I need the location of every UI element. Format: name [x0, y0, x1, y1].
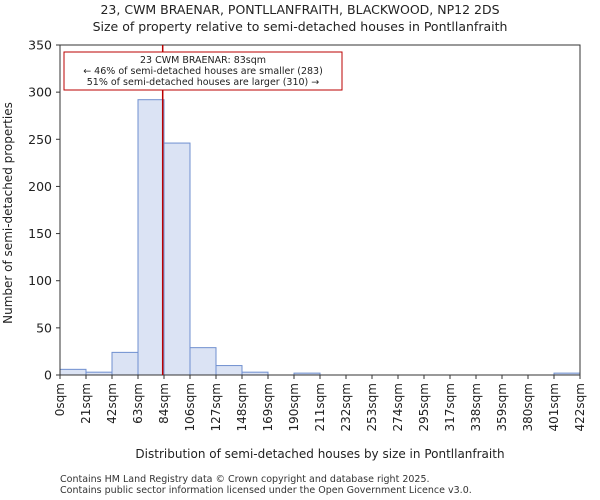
bar-63sqm [137, 99, 165, 376]
x-tick-label-190sqm: 190sqm [287, 383, 301, 431]
x-tick-label-211sqm: 211sqm [313, 383, 327, 431]
x-tick-label-63sqm: 63sqm [131, 383, 145, 424]
y-axis-label: Number of semi-detached properties [1, 102, 15, 324]
x-tick-label-148sqm: 148sqm [235, 383, 249, 431]
x-tick-label-359sqm: 359sqm [495, 383, 509, 431]
annotation-title: 23 CWM BRAENAR: 83sqm [140, 55, 266, 66]
x-tick-label-338sqm: 338sqm [469, 383, 483, 431]
bar-84sqm [163, 142, 191, 376]
x-tick-label-253sqm: 253sqm [365, 383, 379, 431]
bar-106sqm [189, 347, 217, 376]
x-tick-label-127sqm: 127sqm [209, 383, 223, 431]
annotation-larger: 51% of semi-detached houses are larger (… [87, 77, 320, 88]
x-tick-label-106sqm: 106sqm [183, 383, 197, 431]
x-tick-label-0sqm: 0sqm [53, 383, 67, 416]
y-tick-label-200: 200 [28, 179, 52, 194]
bar-0sqm [59, 368, 87, 376]
x-tick-label-295sqm: 295sqm [417, 383, 431, 431]
x-tick-label-274sqm: 274sqm [391, 383, 405, 431]
x-tick-label-169sqm: 169sqm [261, 383, 275, 431]
x-axis-label: Distribution of semi-detached houses by … [135, 447, 504, 461]
footer-licence: Contains public sector information licen… [60, 485, 472, 496]
x-tick-label-422sqm: 422sqm [573, 383, 587, 431]
x-tick-label-42sqm: 42sqm [105, 383, 119, 424]
y-tick-label-50: 50 [36, 320, 52, 335]
footer-copyright: Contains HM Land Registry data © Crown c… [60, 474, 430, 485]
chart-subtitle: Size of property relative to semi-detach… [93, 19, 508, 34]
bar-42sqm [111, 351, 139, 376]
x-tick-label-84sqm: 84sqm [157, 383, 171, 424]
x-tick-label-232sqm: 232sqm [339, 383, 353, 431]
y-tick-label-250: 250 [28, 132, 52, 147]
x-tick-label-401sqm: 401sqm [547, 383, 561, 431]
y-tick-label-100: 100 [28, 273, 52, 288]
annotation-box [63, 51, 343, 91]
x-tick-label-21sqm: 21sqm [79, 383, 93, 424]
bar-127sqm [215, 365, 243, 376]
plot-area: 0 50 100 150 200 250 300 350 0sqm 21sqm 42sqm 63sqm… [28, 38, 587, 432]
y-tick-label-150: 150 [28, 226, 52, 241]
y-tick-label-350: 350 [28, 38, 52, 53]
chart-title: 23, CWM BRAENAR, PONTLLANFRAITH, BLACKWO… [100, 2, 499, 17]
annotation-smaller: ← 46% of semi-detached houses are smalle… [83, 66, 323, 77]
x-tick-label-317sqm: 317sqm [443, 383, 457, 431]
x-tick-label-380sqm: 380sqm [521, 383, 535, 431]
y-tick-label-300: 300 [28, 85, 52, 100]
y-tick-label-0: 0 [44, 368, 52, 383]
